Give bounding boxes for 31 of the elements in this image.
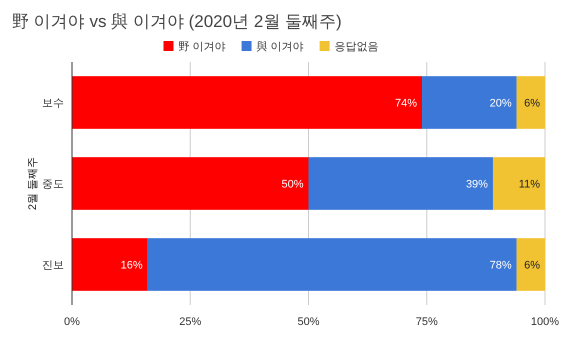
data-label: 50% bbox=[281, 178, 304, 190]
x-tick-label: 50% bbox=[297, 316, 320, 328]
y-tick-label: 중도 bbox=[42, 178, 64, 190]
x-tick-label: 75% bbox=[416, 316, 438, 328]
legend-label: 응답없음 bbox=[334, 41, 379, 53]
bar bbox=[516, 238, 545, 291]
bar bbox=[516, 76, 545, 129]
bar bbox=[72, 157, 308, 210]
data-label: 20% bbox=[490, 98, 512, 110]
chart-title: 野 이겨야 vs 與 이겨야 (2020년 2월 둘째주) bbox=[12, 12, 342, 31]
bar bbox=[492, 157, 545, 210]
x-tick-label: 100% bbox=[530, 316, 560, 328]
bar bbox=[148, 238, 517, 291]
bar bbox=[72, 238, 148, 291]
data-label: 6% bbox=[524, 260, 540, 272]
data-label: 74% bbox=[394, 98, 418, 110]
data-label: 16% bbox=[120, 260, 143, 272]
data-label: 39% bbox=[466, 178, 488, 190]
x-tick-label: 25% bbox=[179, 316, 202, 328]
legend-label: 野 이겨야 bbox=[178, 41, 226, 53]
bar bbox=[72, 76, 422, 129]
y-tick-label: 진보 bbox=[42, 260, 64, 272]
y-tick-label: 보수 bbox=[42, 98, 64, 110]
bar bbox=[308, 157, 493, 210]
data-label: 6% bbox=[524, 98, 540, 110]
bar bbox=[422, 76, 517, 129]
data-label: 11% bbox=[518, 178, 540, 190]
y-axis-title: 2월 둘째주 bbox=[27, 156, 39, 210]
data-label: 78% bbox=[490, 260, 512, 272]
x-tick-label: 0% bbox=[64, 316, 80, 328]
legend-label: 與 이겨야 bbox=[256, 40, 304, 53]
